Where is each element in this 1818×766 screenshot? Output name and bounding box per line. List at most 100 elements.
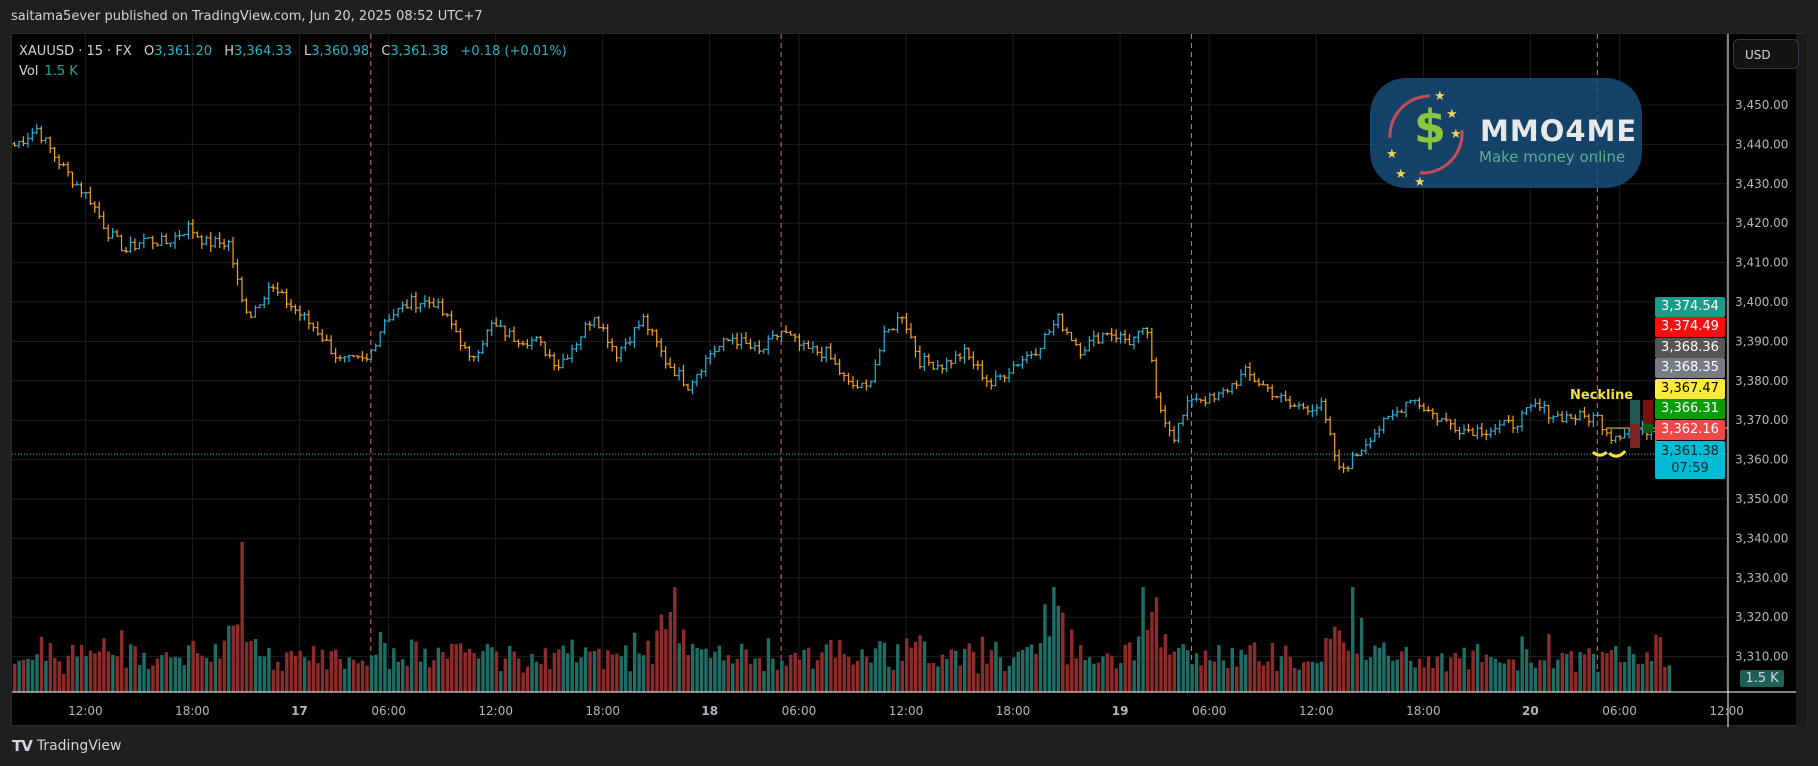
volume-bar [62, 673, 66, 692]
price-tick-label: 3,370.00 [1735, 413, 1788, 427]
volume-bar [753, 658, 757, 692]
volume-bar [178, 657, 182, 692]
volume-bar [351, 659, 356, 692]
volume-bar [1230, 647, 1234, 692]
volume-bar [21, 659, 26, 692]
volume-bar [900, 660, 904, 692]
volume-bar [1159, 647, 1163, 692]
volume-bar [1034, 653, 1038, 692]
volume-bar [1560, 652, 1565, 692]
volume-bar [155, 658, 160, 692]
volume-bar [1025, 646, 1029, 692]
published-info: saitama5ever published on TradingView.co… [11, 9, 483, 24]
volume-bar [1489, 656, 1493, 692]
volume-bar [401, 659, 405, 692]
volume-bar [1493, 658, 1498, 692]
volume-bar [120, 630, 124, 692]
volume-bar [1529, 662, 1533, 692]
volume-bar [534, 661, 539, 692]
volume-bar [164, 652, 169, 692]
volume-bar [44, 660, 48, 692]
volume-bar [882, 642, 887, 692]
volume-bar [744, 649, 748, 692]
volume-bar [699, 649, 704, 692]
close-label: C [381, 44, 391, 59]
position-box-profit [1630, 400, 1640, 424]
volume-bar [579, 657, 583, 692]
volume-bar [659, 614, 664, 692]
volume-bar [1043, 604, 1047, 692]
volume-bar [1480, 661, 1484, 692]
low-label: L [304, 44, 312, 59]
price-tag: 3,366.31 [1655, 399, 1725, 419]
volume-bar [1150, 611, 1154, 692]
volume-bar [847, 656, 851, 692]
volume-bar [387, 668, 392, 692]
volume-bar [1627, 646, 1631, 692]
volume-bar [325, 669, 329, 692]
volume-bar [186, 645, 191, 692]
volume-bar [1070, 629, 1074, 692]
volume-bar [677, 643, 681, 692]
volume-bar [561, 645, 565, 692]
volume-bar [722, 660, 726, 692]
volume-bar [1569, 650, 1573, 692]
volume-bar [356, 663, 360, 692]
volume-bar [690, 644, 695, 692]
volume-bar [227, 625, 231, 692]
volume-bar [1065, 664, 1069, 692]
volume-bar [1645, 652, 1649, 692]
volume-bar [784, 665, 788, 692]
volume-bar [209, 661, 213, 692]
open-value: 3,361.20 [154, 44, 213, 59]
currency-button[interactable]: USD [1733, 39, 1799, 69]
volume-bar [1145, 629, 1150, 692]
volume-bar [1413, 667, 1417, 692]
volume-bar [1422, 667, 1426, 692]
volume-bar [762, 670, 766, 692]
volume-bar [1270, 642, 1275, 692]
volume-bar [927, 663, 931, 692]
time-tick-label: 18:00 [175, 704, 210, 718]
volume-bar [418, 661, 423, 692]
volume-bar [1502, 663, 1507, 692]
volume-bar [218, 658, 222, 692]
time-tick-label: 18:00 [1406, 704, 1441, 718]
volume-bar [182, 665, 186, 692]
volume-bar [1395, 659, 1399, 692]
volume-bar [1110, 655, 1114, 692]
volume-bar [1355, 653, 1359, 692]
volume-bar [1087, 657, 1092, 692]
volume-bar [855, 660, 860, 692]
volume-bar [1511, 659, 1515, 692]
symbol-label[interactable]: XAUUSD · 15 · FX [19, 44, 132, 59]
neckline-label[interactable]: Neckline [1570, 388, 1634, 403]
volume-bar [735, 658, 739, 692]
volume-bar [1275, 670, 1279, 692]
volume-bar [566, 653, 570, 692]
volume-bar [1132, 660, 1136, 692]
volume-bar [298, 650, 302, 692]
position-box-profit [1643, 424, 1653, 433]
volume-bar [316, 663, 320, 692]
volume-bar [1212, 661, 1217, 692]
volume-bar [1185, 650, 1190, 692]
volume-bar [191, 640, 195, 692]
volume-bar [1119, 663, 1123, 692]
volume-bar [173, 656, 177, 692]
volume-bar [240, 542, 244, 692]
volume-bar [1542, 660, 1547, 692]
volume-bar [481, 651, 485, 692]
volume-bar [922, 641, 927, 692]
volume-bar [1458, 658, 1462, 692]
volume-bar [557, 649, 561, 692]
volume-bar [1243, 654, 1248, 692]
tradingview-logo[interactable]: TV TradingView [12, 737, 121, 755]
volume-bar [811, 668, 815, 692]
volume-bar [1391, 660, 1395, 692]
volume-bar [285, 652, 289, 692]
volume-bar [780, 660, 784, 692]
volume-bar [619, 656, 623, 692]
volume-bar [1003, 670, 1007, 692]
volume-bar [1431, 668, 1435, 692]
